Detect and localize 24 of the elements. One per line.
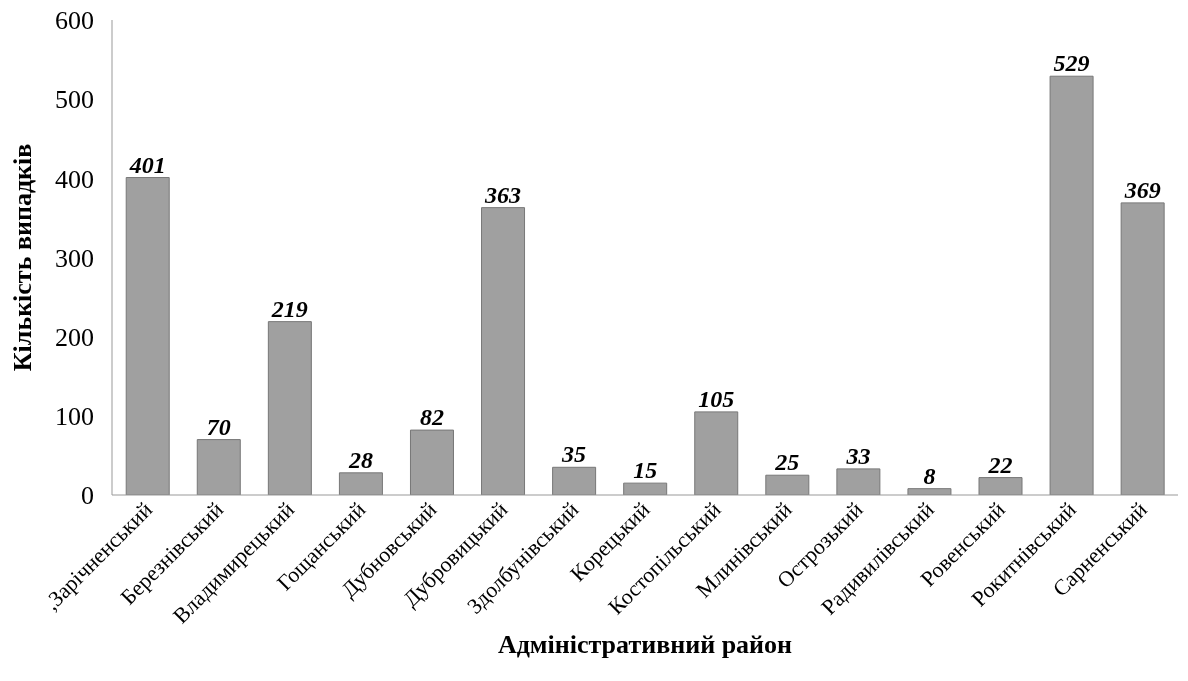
- data-label: 363: [484, 181, 522, 208]
- data-label: 105: [698, 385, 735, 412]
- x-axis-title: Адміністративний район: [497, 630, 793, 659]
- data-label: 529: [1053, 50, 1090, 77]
- data-label: 70: [206, 413, 231, 440]
- data-label: 22: [987, 451, 1013, 478]
- data-label: 25: [774, 449, 800, 476]
- y-tick-label: 400: [55, 164, 94, 194]
- y-tick-label: 300: [55, 243, 94, 273]
- data-label: 219: [270, 295, 308, 322]
- y-tick-label: 600: [55, 6, 94, 36]
- data-label: 401: [128, 151, 166, 178]
- y-axis-title: Кількість випадків: [8, 143, 38, 372]
- y-tick-label: 100: [55, 402, 94, 432]
- data-label: 35: [561, 441, 587, 468]
- y-tick-label: 0: [81, 481, 94, 511]
- data-label: 369: [1123, 176, 1161, 203]
- data-label: 33: [845, 442, 871, 469]
- data-label: 28: [347, 446, 373, 473]
- y-tick-label: 200: [55, 322, 94, 352]
- data-label: 15: [633, 457, 658, 484]
- y-tick-label: 500: [55, 85, 94, 115]
- data-label: 82: [419, 404, 444, 431]
- data-label: 8: [923, 462, 936, 489]
